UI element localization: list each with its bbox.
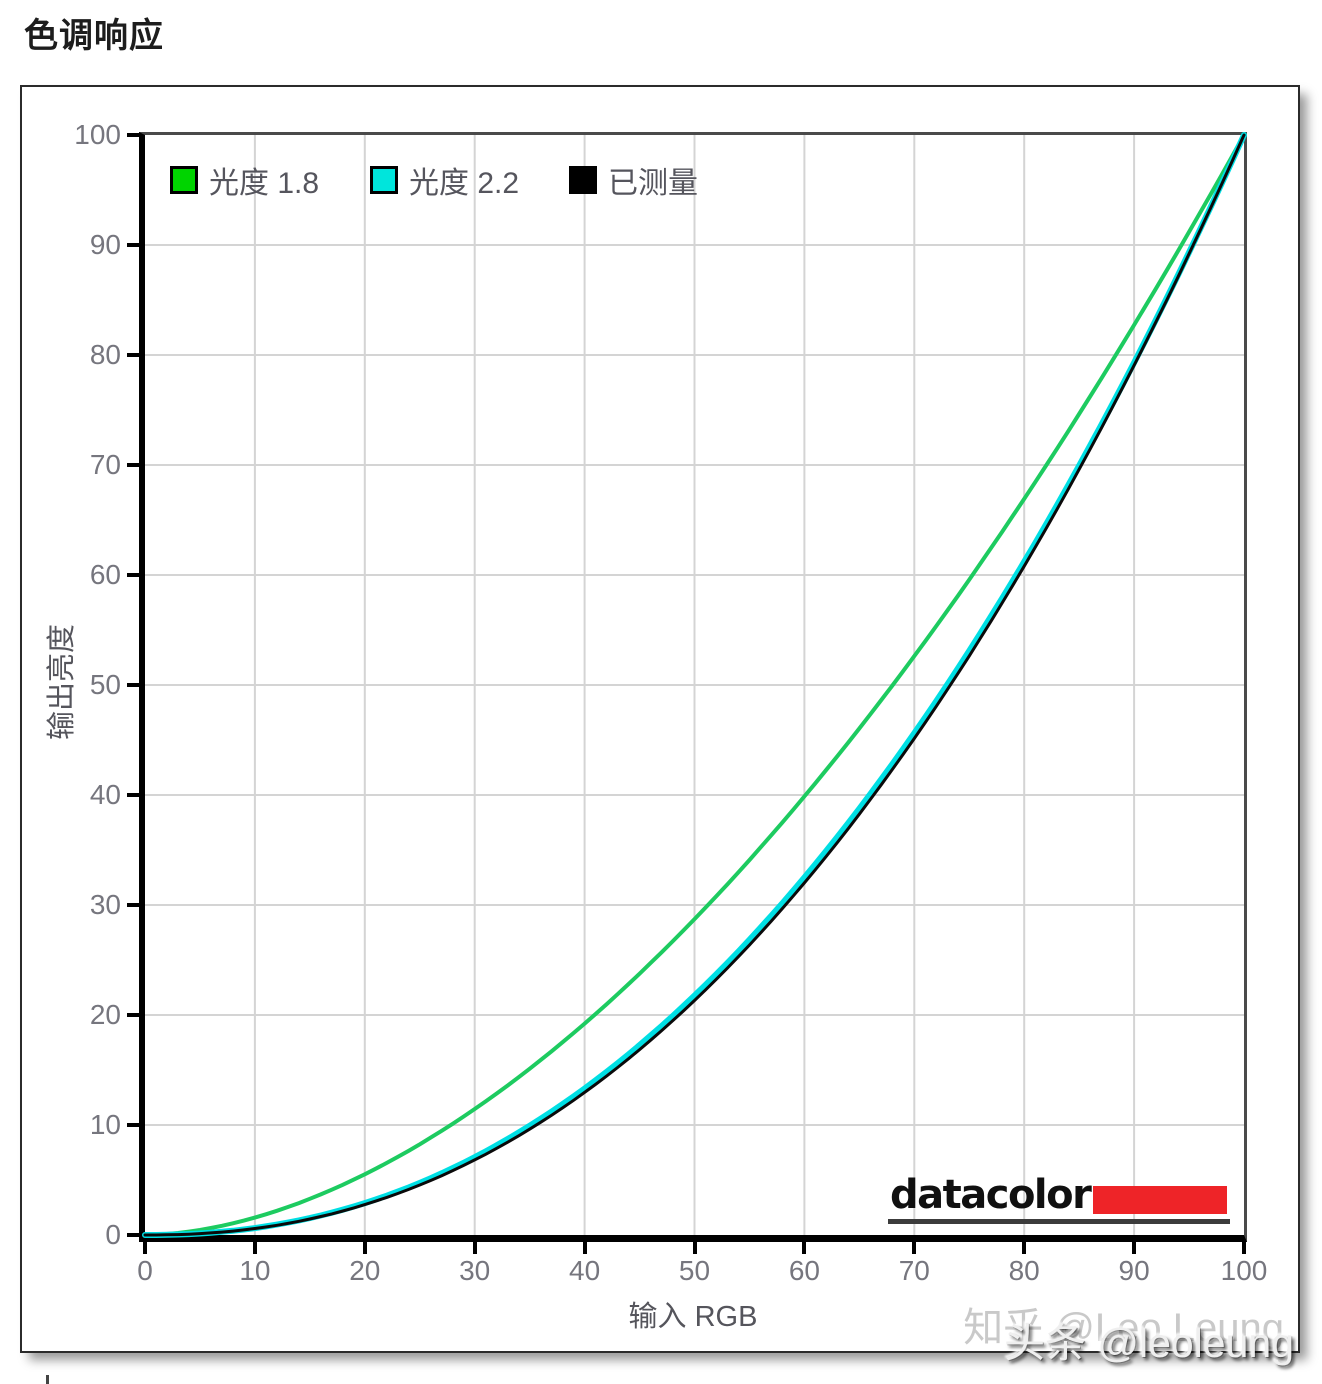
y-tick-mark (127, 1123, 139, 1127)
y-tick-label: 70 (89, 449, 121, 480)
y-tick-label: 20 (89, 999, 121, 1030)
y-tick-mark (127, 133, 139, 137)
x-tick-mark (472, 1242, 477, 1254)
page-title: 色调响应 (24, 17, 164, 55)
legend-item: 光度 2.2 (370, 165, 519, 200)
legend-item: 光度 1.8 (170, 165, 319, 200)
y-tick-mark (127, 573, 139, 577)
y-tick-label: 40 (89, 779, 121, 810)
x-tick-label: 100 (1220, 1255, 1268, 1286)
y-tick-mark (127, 1233, 139, 1237)
y-tick-label: 90 (89, 229, 121, 260)
legend-label: 光度 2.2 (409, 167, 520, 200)
x-tick-mark (802, 1242, 807, 1254)
y-tick-mark (127, 243, 139, 247)
curve-光度 1.8 (143, 133, 1246, 1237)
x-tick-label: 0 (137, 1255, 153, 1286)
watermark-zhihu: 知乎 @Leo Leung (963, 1306, 1284, 1350)
x-tick-label: 50 (678, 1255, 711, 1286)
curve-已测量 (143, 133, 1246, 1237)
datacolor-logo-underline (888, 1219, 1230, 1224)
x-tick-label: 20 (349, 1255, 381, 1286)
datacolor-logo: datacolor (890, 1172, 1228, 1218)
x-tick-label: 90 (1118, 1255, 1150, 1286)
y-tick-label: 0 (105, 1219, 121, 1250)
datacolor-logo-text: datacolor (890, 1172, 1092, 1218)
x-tick-mark (1022, 1242, 1027, 1254)
watermark-toutiao: 头条 @leoleung (1003, 1320, 1294, 1366)
y-tick-label: 60 (89, 559, 121, 590)
x-tick-mark (692, 1242, 697, 1254)
y-tick-label: 10 (89, 1109, 121, 1140)
legend-swatch-icon (170, 166, 198, 194)
legend-label: 已测量 (608, 167, 698, 200)
legend-label: 光度 1.8 (209, 167, 320, 200)
y-tick-mark (127, 463, 139, 467)
legend-swatch-icon (569, 166, 597, 194)
cropped-next-figure-border (46, 1375, 49, 1384)
x-tick-label: 80 (1008, 1255, 1040, 1286)
x-tick-label: 10 (239, 1255, 271, 1286)
x-tick-mark (582, 1242, 587, 1254)
y-axis-label: 输出亮度 (46, 623, 78, 741)
y-tick-mark (127, 683, 139, 687)
x-tick-mark (1242, 1242, 1246, 1254)
legend-swatch-icon (370, 166, 398, 194)
plot-canvas (142, 132, 1247, 1238)
legend-item: 已测量 (569, 165, 698, 200)
x-axis-label: 输入 RGB (628, 1301, 758, 1333)
y-tick-label: 50 (89, 669, 121, 700)
x-tick-mark (1132, 1242, 1137, 1254)
x-tick-label: 30 (459, 1255, 491, 1286)
y-tick-label: 30 (89, 889, 121, 920)
x-tick-mark (362, 1242, 367, 1254)
datacolor-logo-red-block (1093, 1186, 1228, 1214)
x-tick-label: 70 (898, 1255, 930, 1286)
plot-area (139, 132, 1247, 1242)
x-tick-mark (143, 1242, 147, 1254)
x-tick-mark (252, 1242, 257, 1254)
y-tick-label: 100 (74, 119, 121, 150)
y-tick-mark (127, 903, 139, 907)
x-tick-label: 60 (788, 1255, 820, 1286)
y-tick-label: 80 (89, 339, 121, 370)
x-tick-label: 40 (569, 1255, 601, 1286)
x-tick-mark (912, 1242, 917, 1254)
y-tick-mark (127, 353, 139, 357)
tone-response-figure: 光度 1.8 光度 2.2 已测量 0 10 20 30 40 50 60 70 80 90 100 0 1… (20, 85, 1300, 1366)
y-tick-mark (127, 1013, 139, 1017)
y-tick-mark (127, 793, 139, 797)
